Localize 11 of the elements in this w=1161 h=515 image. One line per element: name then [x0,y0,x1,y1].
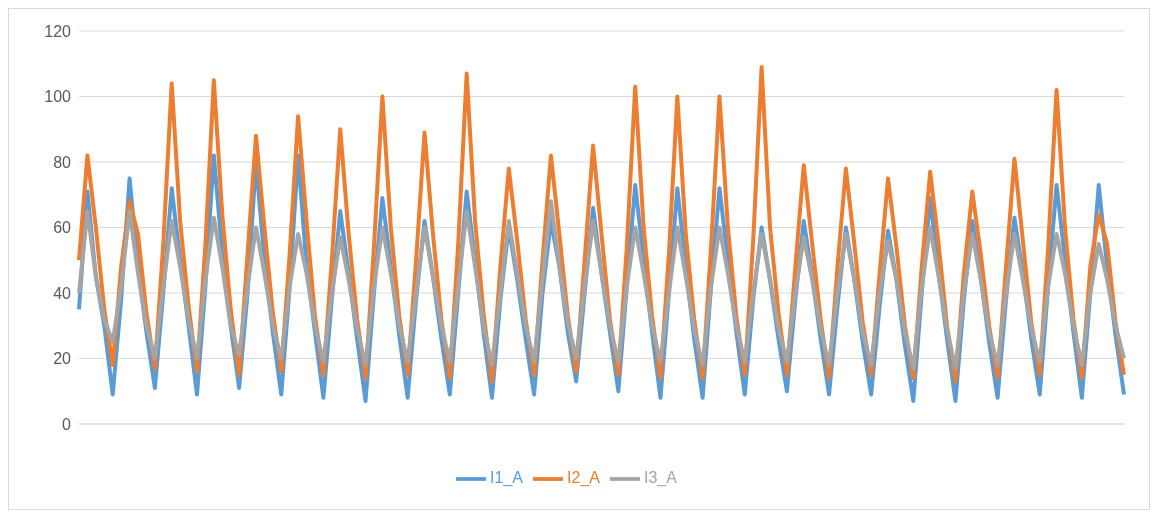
y-tick-label: 100 [44,88,72,106]
y-tick-label: 80 [53,153,72,171]
line-series [77,199,1126,371]
legend-label: I2_A [567,469,600,487]
y-tick-label: 40 [53,284,72,302]
y-tick-label: 0 [62,415,72,433]
y-tick-label: 120 [44,22,72,40]
y-tick-label: 20 [53,350,72,368]
legend-label: I3_A [643,469,677,487]
legend-label: I1_A [490,469,524,487]
y-tick-label: 60 [53,219,72,237]
